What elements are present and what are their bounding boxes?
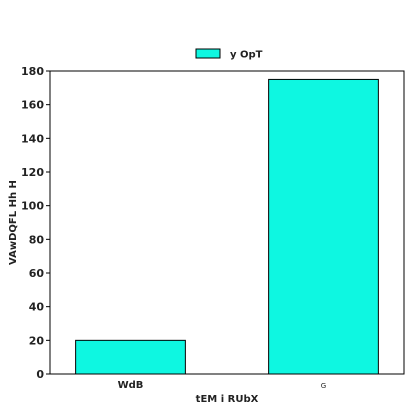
y-axis-ticks: 0 20 40 60 80 100 120 140 160 180 — [21, 65, 50, 381]
legend: y OpT — [195, 48, 263, 61]
y-tick-label: 80 — [29, 233, 45, 246]
legend-swatch — [195, 48, 221, 59]
y-tick-label: 20 — [29, 334, 45, 347]
y-axis-title: VAwDQFL Hh H — [8, 180, 19, 265]
y-tick-label: 40 — [29, 301, 45, 314]
x-tick-label: WdB — [118, 380, 144, 391]
y-tick-label: 60 — [29, 267, 45, 280]
legend-label: y OpT — [230, 50, 263, 61]
y-tick-label: 0 — [36, 368, 44, 381]
bar-g — [268, 78, 379, 375]
x-tick-label: G — [321, 382, 326, 390]
y-tick-label: 140 — [21, 132, 44, 145]
bars-group — [75, 78, 379, 375]
y-tick-label: 120 — [21, 166, 44, 179]
x-axis-ticks: WdB G — [118, 380, 327, 391]
bar-wdb — [75, 339, 186, 375]
y-tick-label: 180 — [21, 65, 44, 78]
x-axis-title: tEM i RUbX — [196, 394, 259, 405]
y-tick-label: 100 — [21, 200, 44, 213]
plot-area — [49, 70, 405, 375]
y-tick-label: 160 — [21, 99, 44, 112]
